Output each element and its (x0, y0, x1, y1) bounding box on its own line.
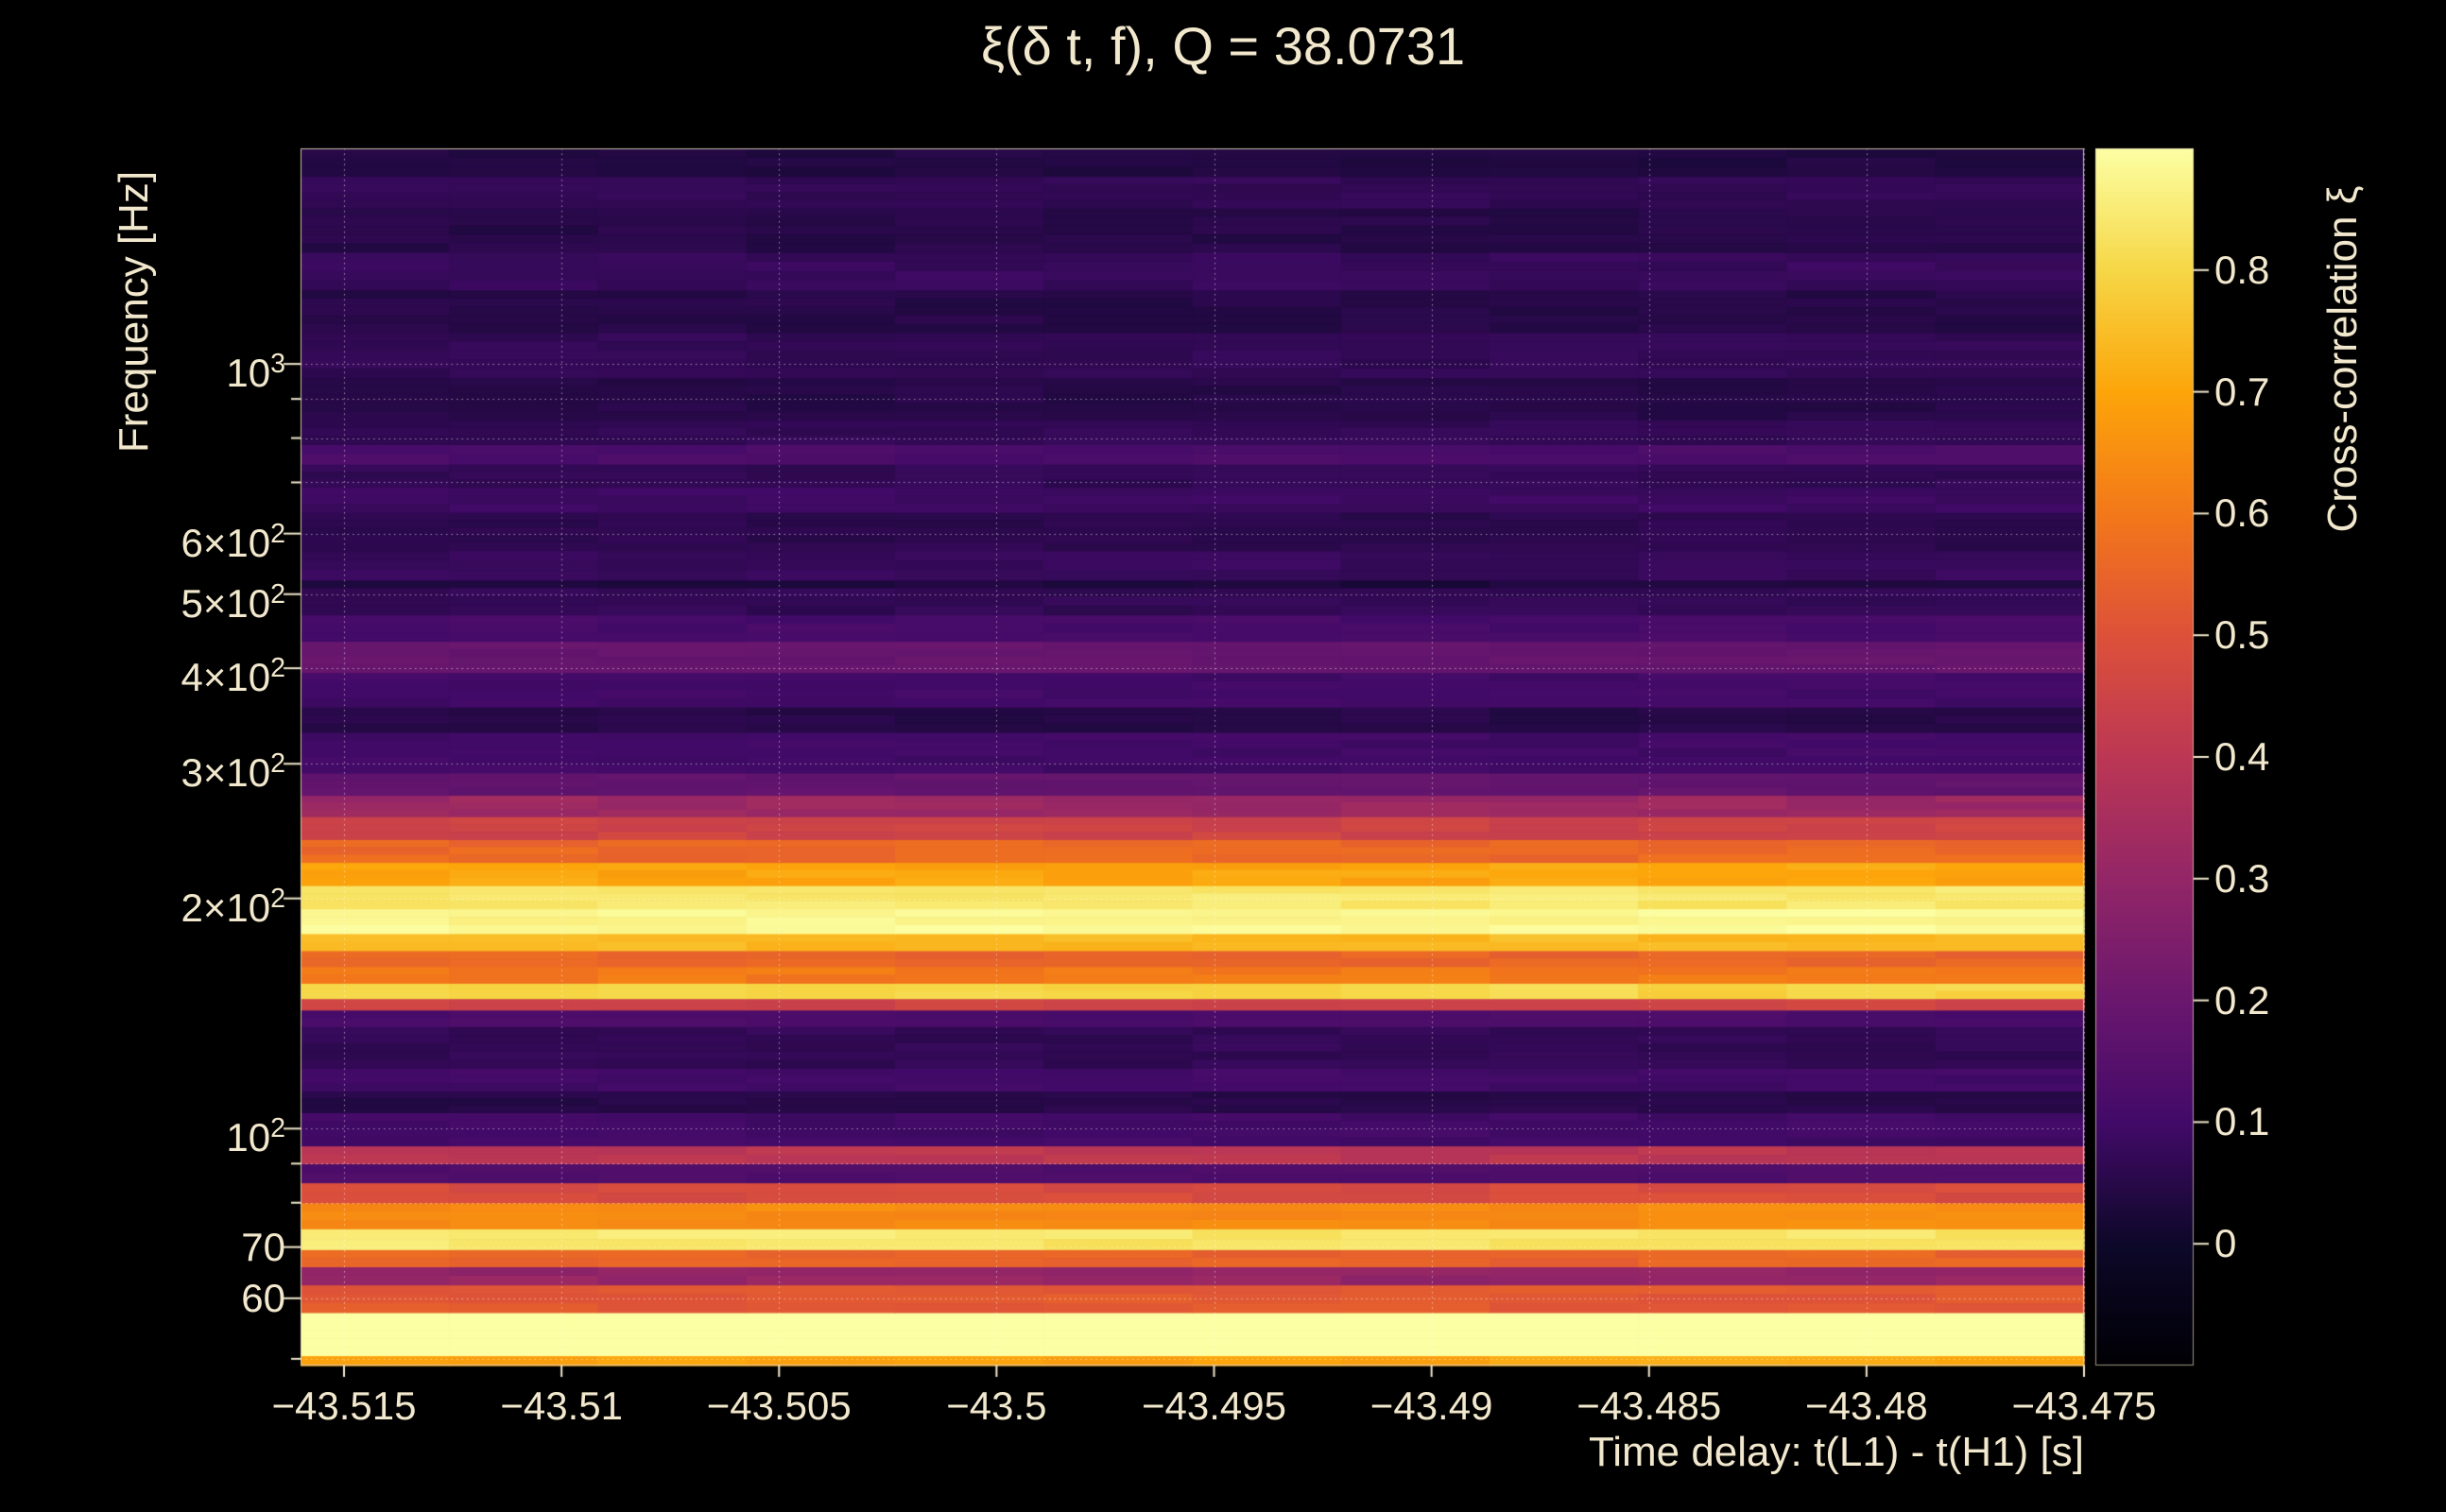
y-tick-label: 6×102 (181, 518, 286, 565)
x-tick-label: −43.475 (2011, 1383, 2157, 1428)
x-tick-label: −43.51 (500, 1383, 623, 1428)
x-tick-label: −43.505 (706, 1383, 852, 1428)
x-axis-label: Time delay: t(L1) - t(H1) [s] (1588, 1429, 2084, 1475)
x-tick-label: −43.49 (1369, 1383, 1493, 1428)
x-tick-label: −43.515 (271, 1383, 417, 1428)
y-tick-label: 103 (226, 349, 285, 396)
y-tick-label: 4×102 (181, 653, 286, 700)
colorbar-tick-label: 0.5 (2214, 612, 2270, 658)
y-tick-label: 102 (226, 1113, 285, 1160)
y-tick-label: 5×102 (181, 578, 286, 626)
y-axis-label: Frequency [Hz] (111, 170, 157, 454)
chart-title: ξ(δ t, f), Q = 38.0731 (980, 16, 1466, 76)
y-tick-label: 70 (241, 1224, 285, 1269)
x-tick-label: −43.48 (1805, 1383, 1928, 1428)
x-tick-label: −43.5 (946, 1383, 1047, 1428)
colorbar-tick-label: 0.6 (2214, 490, 2270, 536)
y-tick-label: 60 (241, 1275, 285, 1320)
colorbar-label: Cross-correlation ξ (2319, 185, 2366, 533)
y-tick-label: 2×102 (181, 883, 286, 930)
colorbar-tick-label: 0.2 (2214, 977, 2270, 1022)
colorbar-tick-label: 0.1 (2214, 1099, 2270, 1144)
colorbar-tick-label: 0.7 (2214, 369, 2270, 414)
colorbar-tick-label: 0.8 (2214, 247, 2270, 292)
colorbar-tick-label: 0.3 (2214, 855, 2270, 901)
colorbar-tick-label: 0.4 (2214, 734, 2270, 779)
x-tick-label: −43.495 (1142, 1383, 1286, 1428)
x-tick-label: −43.485 (1576, 1383, 1722, 1428)
colorbar-tick-label: 0 (2214, 1221, 2237, 1266)
y-tick-label: 3×102 (181, 748, 286, 796)
